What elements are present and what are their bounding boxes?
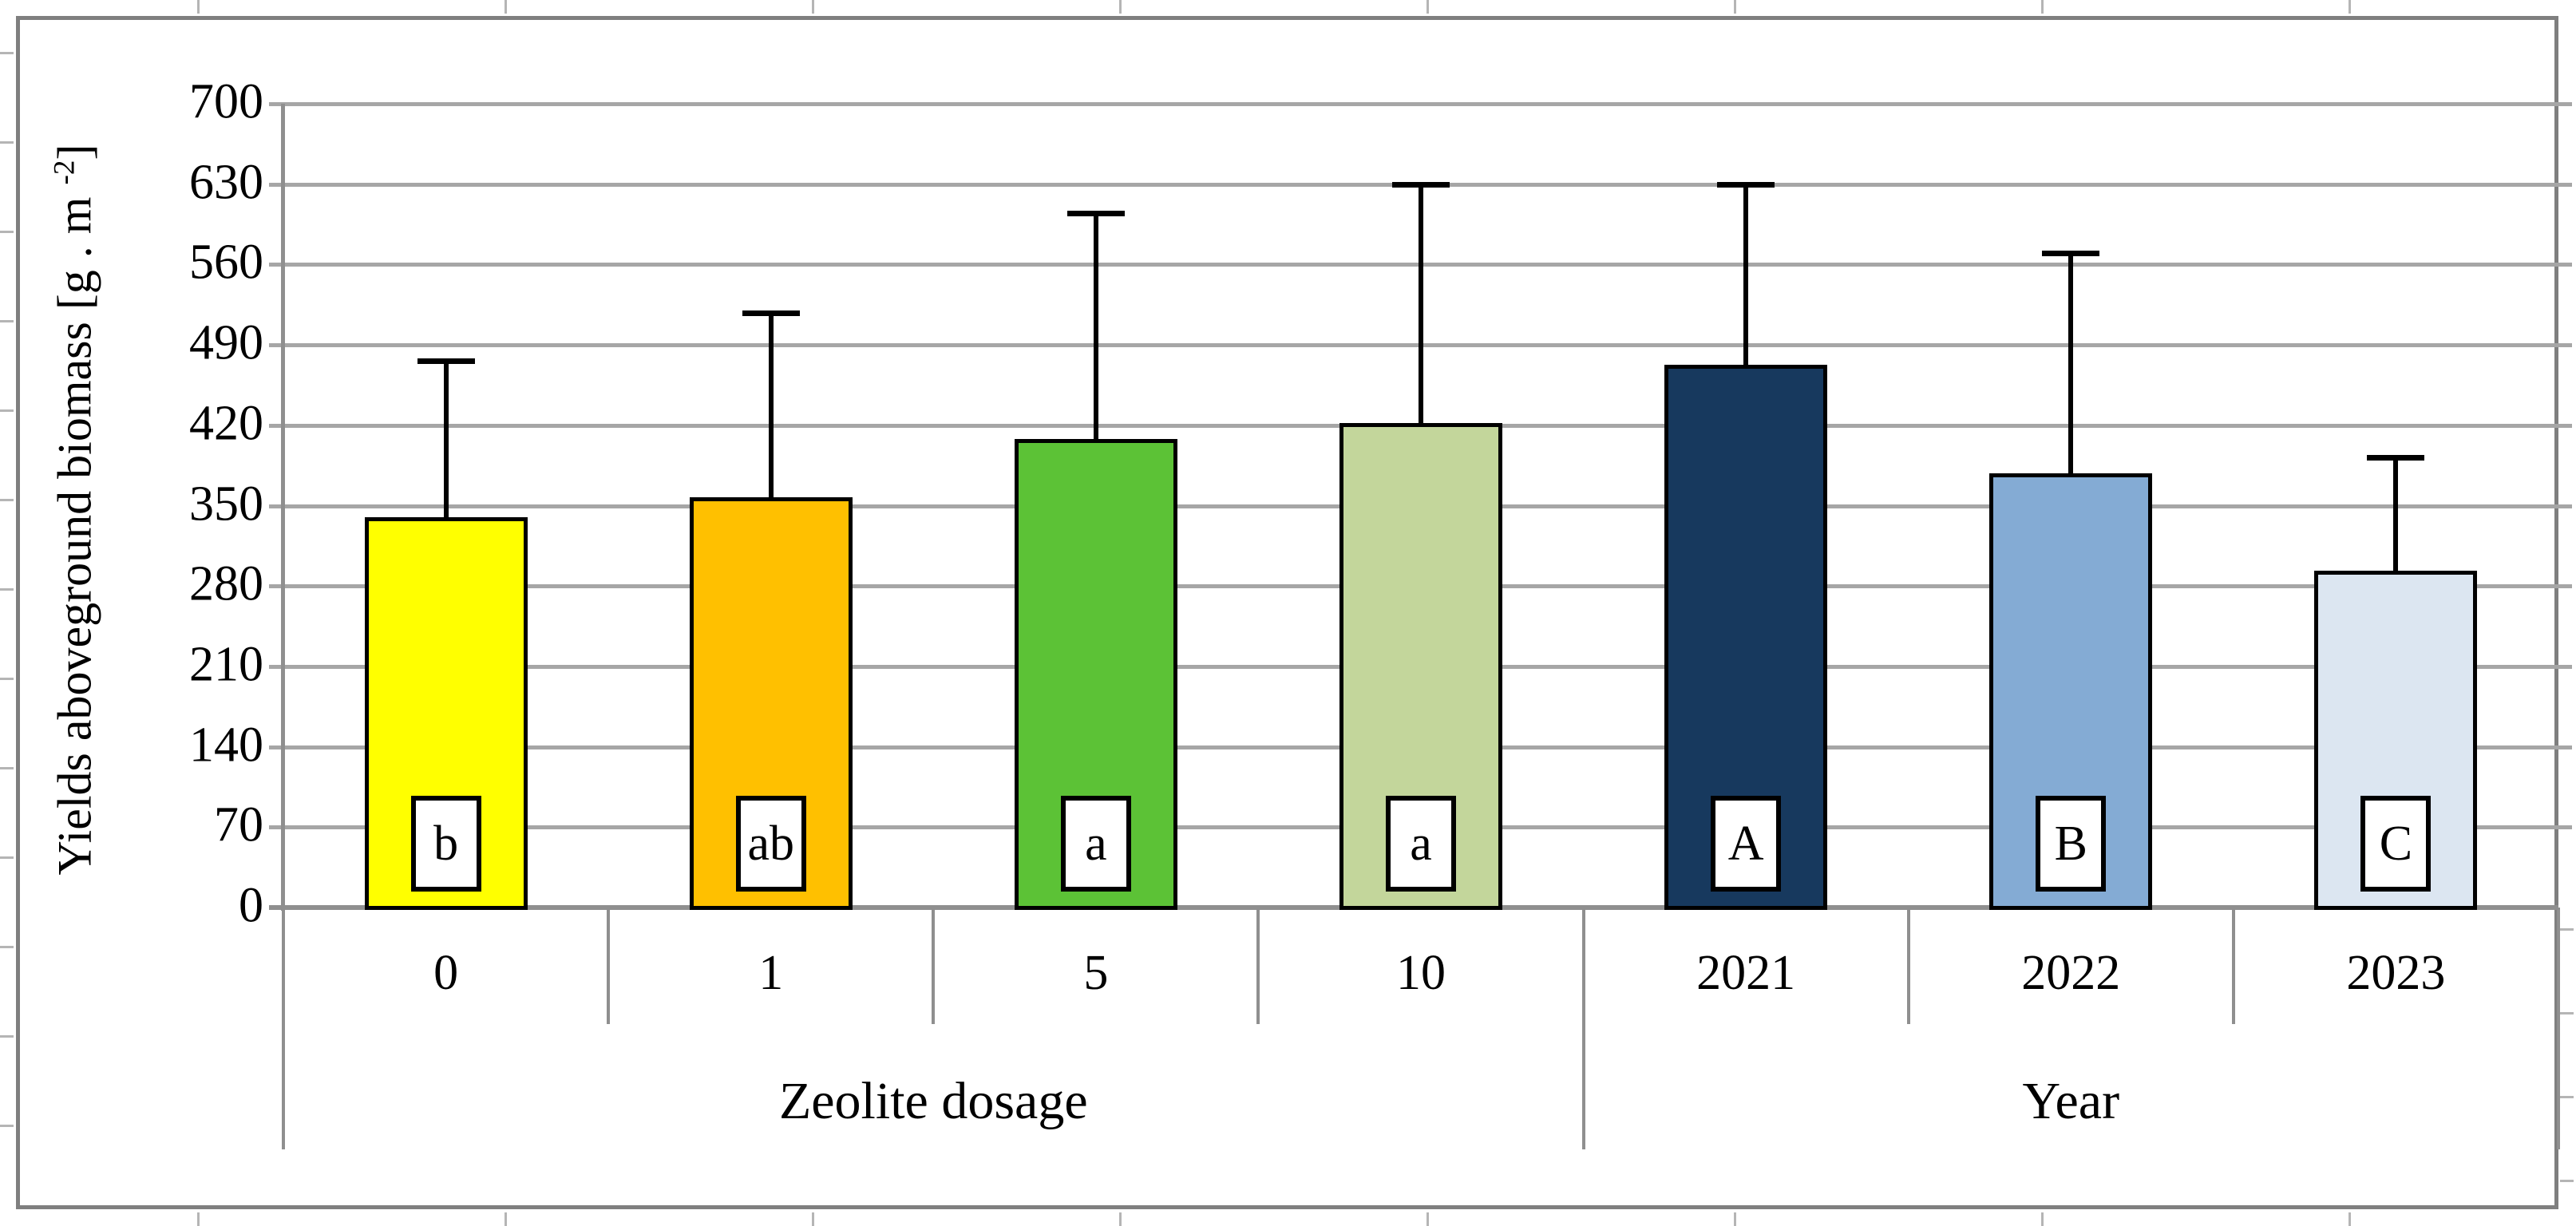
spreadsheet-gridline-stub [2348,1212,2351,1226]
spreadsheet-gridline-stub [1426,0,1429,14]
y-axis-tick-label: 560 [189,235,263,290]
spreadsheet-gridline-stub [0,946,14,948]
group-divider [282,908,285,1149]
spreadsheet-gridline-stub [0,409,14,412]
significance-letter-box: a [1386,796,1456,892]
significance-letter: C [2379,816,2413,871]
error-cap [1717,181,1775,188]
spreadsheet-gridline-stub [505,1212,507,1226]
y-axis-title-text: Yields aboveground biomass [g . m [48,184,101,876]
figure-border [16,16,2558,1209]
significance-letter: a [1410,816,1432,871]
significance-letter-box: ab [735,796,806,892]
error-whisker [1743,184,1749,365]
spreadsheet-gridline-stub [2560,1096,2574,1098]
y-axis-tick-label: 700 [189,74,263,129]
spreadsheet-gridline-stub [197,1212,200,1226]
error-cap [417,358,475,365]
y-axis-tick-label: 210 [189,637,263,692]
bar [1014,439,1177,910]
significance-letter: A [1727,816,1764,871]
spreadsheet-gridline-stub [0,141,14,144]
group-label: Year [2022,1072,2120,1130]
spreadsheet-gridline-stub [197,0,200,14]
x-category-label: 10 [1395,945,1446,1000]
spreadsheet-gridline-stub [2560,1180,2574,1182]
significance-letter-box: a [1060,796,1131,892]
error-whisker [2393,457,2399,571]
significance-letter-box: C [2360,796,2432,892]
significance-letter-box: b [410,796,481,892]
spreadsheet-gridline-stub [0,1125,14,1127]
error-whisker [1093,212,1098,440]
error-cap [1066,210,1125,216]
spreadsheet-gridline-stub [812,1212,814,1226]
significance-letter: a [1085,816,1107,871]
gridline [269,102,2572,106]
error-cap [2367,455,2425,461]
error-whisker [1419,184,1423,423]
significance-letter: b [433,816,459,871]
y-axis-tick-label: 490 [189,315,263,370]
x-category-label: 2023 [2346,945,2446,1000]
spreadsheet-gridline-stub [1734,1212,1736,1226]
category-separator [1256,908,1260,1024]
category-separator [2231,908,2235,1024]
x-category-label: 2022 [2021,945,2121,1000]
y-axis-line [281,104,285,911]
spreadsheet-gridline-stub [1119,1212,1122,1226]
group-divider [2557,908,2560,1149]
spreadsheet-gridline-stub [0,678,14,680]
error-whisker [768,312,774,498]
spreadsheet-gridline-stub [0,588,14,591]
significance-letter: B [2054,816,2087,871]
spreadsheet-gridline-stub [1119,0,1122,14]
error-whisker [2068,253,2074,474]
spreadsheet-gridline-stub [0,231,14,233]
error-cap [742,310,800,316]
significance-letter-box: A [1711,796,1782,892]
x-category-label: 5 [1083,945,1109,1000]
spreadsheet-gridline-stub [0,856,14,859]
significance-letter: ab [747,816,794,871]
spreadsheet-gridline-stub [0,1035,14,1038]
error-cap [2042,251,2100,256]
category-separator [1906,908,1910,1024]
y-axis-tick-label: 280 [189,556,263,611]
x-category-label: 1 [758,945,784,1000]
y-axis-tick-label: 70 [214,797,263,852]
group-label: Zeolite dosage [778,1072,1088,1130]
spreadsheet-gridline-stub [812,0,814,14]
spreadsheet-gridline-stub [1734,0,1736,14]
spreadsheet-gridline-stub [0,52,14,54]
x-category-label: 2021 [1696,945,1796,1000]
spreadsheet-gridline-stub [1426,1212,1429,1226]
spreadsheet-gridline-stub [2348,0,2351,14]
error-whisker [443,361,449,517]
error-cap [1392,181,1450,188]
category-separator [932,908,936,1024]
category-separator [607,908,611,1024]
y-axis-tick-label: 350 [189,477,263,532]
spreadsheet-gridline-stub [2560,1012,2574,1014]
spreadsheet-gridline-stub [0,499,14,501]
spreadsheet-gridline-stub [0,767,14,769]
spreadsheet-gridline-stub [2560,928,2574,931]
y-axis-tick-label: 0 [239,878,263,933]
spreadsheet-gridline-stub [505,0,507,14]
significance-letter-box: B [2036,796,2107,892]
spreadsheet-gridline-stub [2041,1212,2044,1226]
y-axis-tick-label: 420 [189,396,263,451]
group-divider [1581,908,1585,1149]
spreadsheet-gridline-stub [0,320,14,322]
y-axis-tick-label: 140 [189,718,263,773]
y-axis-tick-label: 630 [189,155,263,210]
spreadsheet-gridline-stub [2041,0,2044,14]
x-category-label: 0 [433,945,459,1000]
